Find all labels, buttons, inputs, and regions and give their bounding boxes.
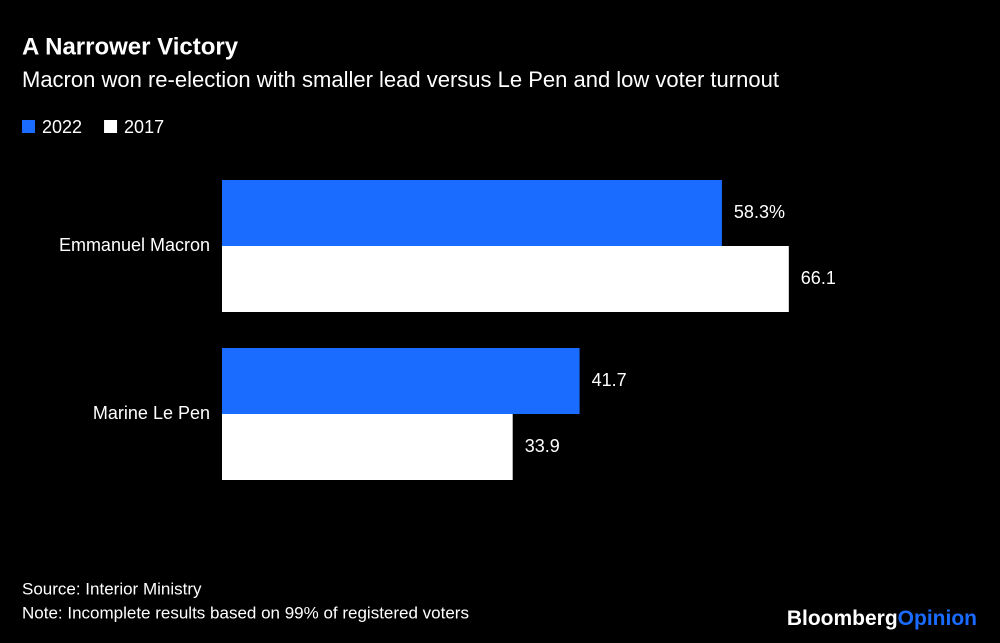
bar xyxy=(222,180,722,246)
chart-subtitle: Macron won re-election with smaller lead… xyxy=(22,67,779,92)
data-label: 33.9 xyxy=(525,436,560,456)
legend-label: 2022 xyxy=(42,117,82,137)
bar xyxy=(222,414,513,480)
note: Note: Incomplete results based on 99% of… xyxy=(22,603,469,622)
legend-label: 2017 xyxy=(124,117,164,137)
source: Source: Interior Ministry xyxy=(22,579,202,598)
legend-swatch xyxy=(104,120,118,133)
legend-swatch xyxy=(22,120,35,133)
category-label: Marine Le Pen xyxy=(93,403,210,423)
bar xyxy=(222,246,789,312)
brand-suffix: Opinion xyxy=(898,607,977,630)
category-label: Emmanuel Macron xyxy=(59,235,210,255)
data-label: 66.1 xyxy=(801,268,836,288)
data-label: 41.7 xyxy=(592,370,627,390)
bar xyxy=(222,348,580,414)
brand: Bloomberg xyxy=(787,607,898,630)
brand-logo: BloombergOpinion xyxy=(787,607,977,630)
data-label: 58.3% xyxy=(734,202,785,222)
chart-title: A Narrower Victory xyxy=(22,33,239,60)
